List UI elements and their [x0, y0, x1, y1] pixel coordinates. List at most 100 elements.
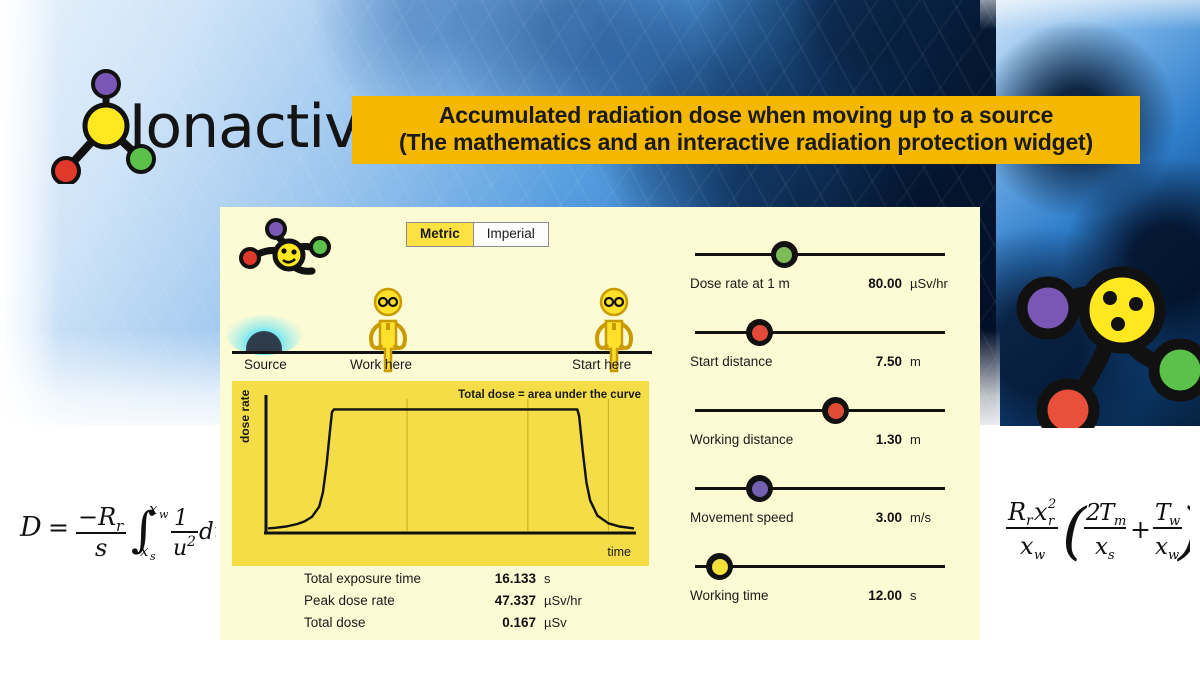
slider-movement-speed[interactable]: Movement speed 3.00 m/s — [690, 469, 960, 547]
result-value: 0.167 — [502, 615, 536, 630]
svg-text:r: r — [1048, 514, 1055, 529]
ground-line — [232, 351, 652, 354]
svg-text:+: + — [1130, 515, 1151, 544]
slider-value: 80.00 — [868, 276, 902, 291]
svg-text:s: s — [1108, 548, 1115, 563]
svg-text:T: T — [1099, 500, 1116, 526]
result-unit: µSv/hr — [544, 593, 582, 608]
logo-wordmark: IIonactive — [112, 92, 396, 162]
chart-plot-area — [264, 395, 636, 535]
table-row: Peak dose rate 47.337 µSv/hr — [304, 593, 664, 615]
svg-text:w: w — [159, 508, 169, 521]
chart-y-axis-label: dose rate — [238, 389, 252, 443]
result-value: 16.133 — [494, 571, 536, 586]
svg-text:s: s — [95, 534, 107, 562]
slider-track[interactable] — [695, 409, 945, 412]
slider-thumb[interactable] — [822, 397, 850, 424]
title-line-2: (The mathematics and an interactive radi… — [399, 129, 1093, 156]
svg-text:x: x — [1034, 498, 1048, 526]
scene-label-work-here: Work here — [350, 357, 413, 372]
logo-atom-icon — [51, 69, 156, 186]
slider-unit: µSv/hr — [910, 276, 948, 291]
mascot-atom-icon — [1000, 178, 1200, 442]
dose-rate-chart: Total dose = area under the curve dose r… — [232, 381, 649, 566]
svg-text:r: r — [116, 517, 124, 535]
slider-thumb[interactable] — [746, 319, 774, 346]
slider-thumb[interactable] — [706, 553, 734, 580]
slider-thumb[interactable] — [746, 475, 774, 502]
title-line-1: Accumulated radiation dose when moving u… — [438, 102, 1054, 128]
result-unit: µSv — [544, 615, 567, 630]
svg-text:x: x — [1155, 534, 1168, 560]
results-table: Total exposure time 16.133 s Peak dose r… — [304, 571, 664, 637]
svg-text:2: 2 — [1047, 497, 1056, 512]
svg-text:w: w — [1034, 548, 1045, 563]
slider-track[interactable] — [695, 253, 945, 256]
slider-label: Movement speed — [690, 510, 794, 525]
svg-text:w: w — [1168, 548, 1179, 563]
svg-text:2: 2 — [186, 534, 196, 550]
slider-label: Start distance — [690, 354, 773, 369]
slider-label: Working time — [690, 588, 769, 603]
slider-track[interactable] — [695, 487, 945, 490]
result-value: 47.337 — [494, 593, 536, 608]
result-label: Peak dose rate — [304, 593, 395, 608]
slider-value: 7.50 — [875, 354, 902, 369]
svg-text:=: = — [48, 513, 69, 542]
slider-unit: m/s — [910, 510, 931, 525]
svg-text:T: T — [1155, 500, 1172, 526]
slider-panel: Dose rate at 1 m 80.00 µSv/hr Start dist… — [690, 235, 960, 625]
ionactive-logo[interactable]: IIonactive — [48, 58, 396, 186]
toggle-option-imperial[interactable]: Imperial — [473, 223, 548, 246]
svg-text:R: R — [1007, 498, 1026, 526]
svg-text:1: 1 — [174, 506, 188, 531]
scene-diagram: Source Work here Start here — [226, 253, 652, 373]
chart-annotation: Total dose = area under the curve — [458, 389, 641, 401]
svg-text:2: 2 — [1085, 500, 1101, 526]
result-unit: s — [544, 571, 551, 586]
svg-text:w: w — [1169, 514, 1180, 529]
title-banner: Accumulated radiation dose when moving u… — [352, 96, 1140, 165]
slider-value: 1.30 — [875, 432, 902, 447]
background-fade-top-right — [980, 0, 1200, 30]
slider-working-distance[interactable]: Working distance 1.30 m — [690, 391, 960, 469]
radiation-source-icon — [246, 331, 282, 351]
svg-text:m: m — [1114, 514, 1126, 529]
svg-text:): ) — [1176, 494, 1190, 567]
slider-thumb[interactable] — [770, 241, 798, 268]
slider-label: Dose rate at 1 m — [690, 276, 790, 291]
slider-unit: m — [910, 354, 921, 369]
svg-text:(: ( — [1062, 494, 1088, 567]
slider-value: 3.00 — [875, 510, 902, 525]
svg-text:∫: ∫ — [131, 502, 156, 558]
svg-text:r: r — [1026, 513, 1034, 529]
slider-track[interactable] — [695, 331, 945, 334]
slider-label: Working distance — [690, 432, 794, 447]
svg-text:D: D — [19, 512, 42, 543]
slider-unit: m — [910, 432, 921, 447]
slider-working-time[interactable]: Working time 12.00 s — [690, 547, 960, 625]
radiation-widget-panel: Metric Imperial — [220, 207, 980, 640]
unit-system-toggle[interactable]: Metric Imperial — [406, 222, 549, 247]
slider-value: 12.00 — [868, 588, 902, 603]
toggle-option-metric[interactable]: Metric — [407, 223, 474, 246]
slider-track[interactable] — [695, 565, 945, 568]
svg-text:u: u — [173, 536, 187, 561]
scene-label-source: Source — [244, 357, 287, 372]
slider-unit: s — [910, 588, 917, 603]
formula-integral-dose: D = −R r s ∫ x w x s 1 u 2 du — [16, 492, 229, 568]
svg-text:s: s — [150, 550, 156, 563]
scene-label-start-here: Start here — [572, 357, 632, 372]
table-row: Total exposure time 16.133 s — [304, 571, 664, 593]
worker-figure-work-position — [360, 287, 416, 373]
svg-text:−R: −R — [78, 503, 116, 531]
svg-text:x: x — [140, 542, 149, 560]
panel-logo-atom-icon — [228, 209, 348, 279]
svg-text:du: du — [199, 519, 216, 545]
slider-start-distance[interactable]: Start distance 7.50 m — [690, 313, 960, 391]
slider-dose-rate-at-1m[interactable]: Dose rate at 1 m 80.00 µSv/hr — [690, 235, 960, 313]
svg-text:x: x — [1095, 534, 1108, 560]
chart-x-axis-label: time — [607, 545, 631, 559]
worker-figure-start-position — [586, 287, 642, 373]
